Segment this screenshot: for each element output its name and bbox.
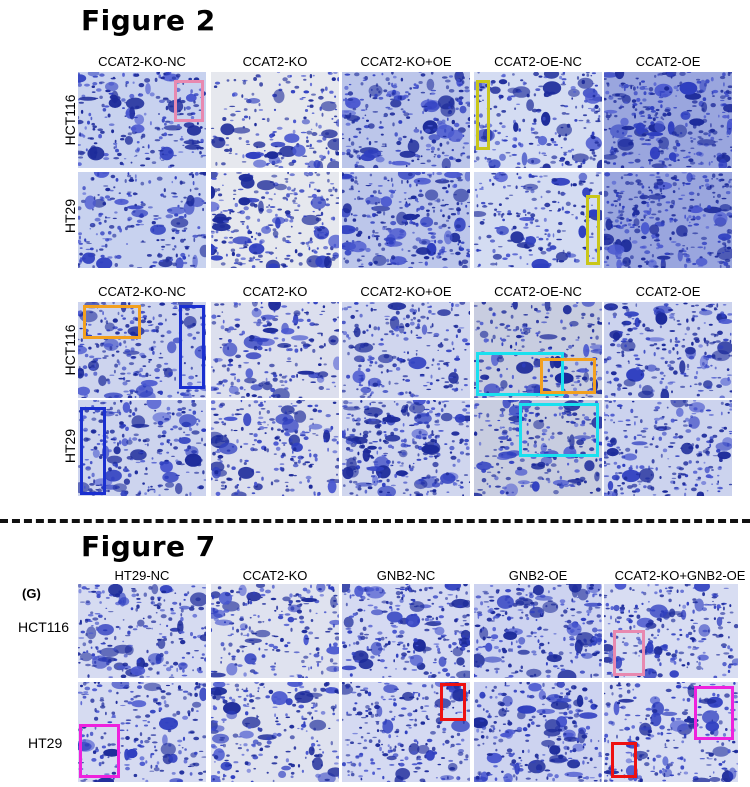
figure-2-title: Figure 2 [81, 4, 216, 37]
micrograph-panel [211, 302, 339, 398]
micrograph-panel [342, 172, 470, 268]
dashed-divider [0, 519, 750, 523]
block3-row-1: HCT116 [18, 619, 70, 635]
block2-col-1: CCAT2-KO-NC [98, 284, 186, 299]
red-box [611, 742, 637, 778]
micrograph-panel [474, 584, 602, 678]
panel-label-g: (G) [22, 586, 41, 601]
block3-col-5: CCAT2-KO+GNB2-OE [614, 568, 746, 583]
orange-box [540, 358, 596, 394]
red-box [440, 683, 466, 721]
blue-box [80, 407, 106, 495]
orange-box [83, 305, 141, 339]
micrograph-panel [474, 400, 602, 496]
micrograph-panel [211, 400, 339, 496]
micrograph-panel [78, 172, 206, 268]
cyan-box [476, 352, 564, 396]
pink-box [613, 630, 645, 676]
micrograph-panel [474, 172, 602, 268]
figure-7-title: Figure 7 [81, 530, 216, 563]
micrograph-panel [604, 400, 732, 496]
block1-col-1: CCAT2-KO-NC [98, 54, 186, 69]
micrograph-panel [342, 584, 470, 678]
micrograph-panel [342, 400, 470, 496]
block2-row-2: HT29 [62, 428, 78, 464]
micrograph-panel [211, 172, 339, 268]
block3-col-4: GNB2-OE [508, 568, 568, 583]
pink-box [174, 80, 204, 122]
micrograph-panel [342, 72, 470, 168]
block1-row-1: HCT116 [62, 94, 78, 146]
cyan-box [519, 403, 599, 457]
micrograph-panel [211, 682, 339, 782]
micrograph-panel [78, 682, 206, 782]
micrograph-panel [474, 72, 602, 168]
micrograph-panel [342, 302, 470, 398]
micrograph-panel [211, 72, 339, 168]
block3-col-2: CCAT2-KO [242, 568, 308, 583]
block1-col-2: CCAT2-KO [242, 54, 308, 69]
micrograph-panel [604, 584, 738, 678]
micrograph-panel [211, 584, 339, 678]
micrograph-panel [78, 302, 206, 398]
micrograph-panel [342, 682, 470, 782]
block1-col-3: CCAT2-KO+OE [360, 54, 452, 69]
block2-row-1: HCT116 [62, 324, 78, 376]
magenta-box [694, 686, 734, 740]
yellow-box [476, 80, 490, 150]
yellow-box [586, 195, 600, 265]
block3-col-1: HT29-NC [114, 568, 170, 583]
blue-box [179, 305, 205, 389]
micrograph-panel [604, 302, 732, 398]
block2-col-3: CCAT2-KO+OE [360, 284, 452, 299]
block2-col-4: CCAT2-OE-NC [494, 284, 582, 299]
block1-row-2: HT29 [62, 198, 78, 234]
block2-col-2: CCAT2-KO [242, 284, 308, 299]
block3-col-3: GNB2-NC [376, 568, 436, 583]
block1-col-5: CCAT2-OE [635, 54, 701, 69]
block2-col-5: CCAT2-OE [635, 284, 701, 299]
magenta-box [79, 724, 120, 778]
block3-row-2: HT29 [28, 735, 63, 751]
block1-col-4: CCAT2-OE-NC [494, 54, 582, 69]
micrograph-panel [604, 172, 732, 268]
micrograph-panel [604, 72, 732, 168]
micrograph-panel [78, 584, 206, 678]
micrograph-panel [474, 682, 602, 782]
